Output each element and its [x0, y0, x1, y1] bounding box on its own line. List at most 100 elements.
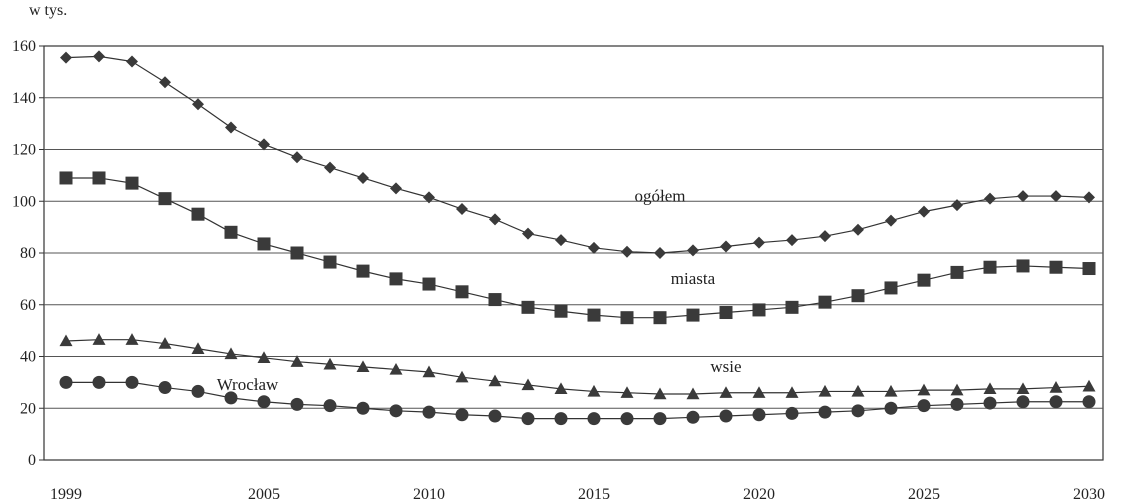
data-point-triangle — [785, 386, 799, 398]
data-point-square — [92, 171, 106, 185]
data-point-circle — [686, 410, 700, 424]
data-point-diamond — [1017, 190, 1029, 203]
data-point-square — [917, 273, 931, 287]
data-point-triangle — [422, 365, 436, 378]
data-point-diamond — [159, 76, 171, 89]
data-point-square — [257, 237, 271, 251]
data-point-square — [1049, 260, 1063, 274]
data-point-triangle — [752, 386, 766, 398]
data-point-triangle — [653, 387, 667, 400]
data-point-triangle — [1049, 381, 1063, 393]
data-point-diamond — [489, 213, 501, 226]
data-point-diamond — [192, 98, 204, 111]
data-point-square — [59, 171, 73, 185]
data-point-square — [719, 306, 733, 320]
data-point-circle — [1082, 395, 1096, 409]
data-point-diamond — [720, 240, 732, 253]
data-point-triangle — [455, 370, 469, 383]
y-tick-label: 40 — [20, 349, 36, 366]
y-tick-label: 80 — [20, 245, 36, 262]
data-point-circle — [455, 408, 469, 422]
data-point-diamond — [1050, 190, 1062, 203]
data-point-circle — [917, 399, 931, 413]
x-tick-label: 2010 — [413, 486, 445, 503]
data-point-triangle — [950, 383, 964, 396]
data-point-triangle — [983, 382, 997, 395]
data-point-square — [356, 264, 370, 278]
data-point-circle — [59, 375, 73, 389]
data-point-triangle — [389, 362, 403, 375]
y-unit-label: w tys. — [29, 2, 68, 19]
data-point-square — [191, 207, 205, 221]
data-point-diamond — [654, 247, 666, 259]
data-point-triangle — [191, 342, 205, 354]
data-point-triangle — [290, 355, 304, 367]
data-point-circle — [422, 405, 436, 419]
data-point-square — [521, 300, 535, 314]
data-point-triangle — [224, 347, 238, 360]
data-point-square — [224, 225, 238, 239]
x-tick-label: 1999 — [50, 486, 82, 503]
y-tick-label: 120 — [12, 142, 36, 159]
x-tick-label: 2020 — [743, 486, 775, 503]
data-point-triangle — [917, 383, 931, 396]
data-point-diamond — [225, 121, 237, 134]
x-tick-label: 2030 — [1073, 486, 1105, 503]
y-tick-label: 100 — [12, 193, 36, 210]
data-point-square — [752, 303, 766, 317]
data-point-circle — [719, 409, 733, 423]
data-point-circle — [818, 405, 832, 419]
data-point-triangle — [125, 333, 139, 345]
data-point-diamond — [522, 227, 534, 240]
data-point-triangle — [884, 384, 898, 397]
data-point-diamond — [126, 55, 138, 68]
data-point-diamond — [93, 50, 105, 63]
data-point-triangle — [158, 337, 172, 349]
data-point-diamond — [60, 51, 72, 64]
data-point-circle — [653, 412, 667, 426]
y-tick-label: 20 — [20, 400, 36, 417]
data-point-diamond — [555, 234, 567, 247]
data-point-square — [620, 311, 634, 325]
data-point-diamond — [456, 203, 468, 216]
data-point-circle — [554, 412, 568, 426]
data-point-square — [884, 281, 898, 295]
data-point-triangle — [719, 386, 733, 398]
data-point-triangle — [818, 384, 832, 397]
y-tick-label: 0 — [28, 452, 36, 469]
data-point-square — [290, 246, 304, 260]
data-point-circle — [1016, 395, 1030, 409]
data-point-diamond — [819, 230, 831, 243]
data-point-square — [125, 176, 139, 190]
data-point-diamond — [984, 192, 996, 205]
data-point-circle — [92, 375, 106, 389]
data-point-circle — [851, 404, 865, 418]
data-point-triangle — [521, 378, 535, 391]
data-point-square — [1082, 262, 1096, 276]
data-point-triangle — [356, 360, 370, 373]
data-point-triangle — [587, 384, 601, 397]
data-point-diamond — [687, 244, 699, 257]
data-point-triangle — [1016, 382, 1030, 395]
data-point-diamond — [621, 245, 633, 258]
data-point-diamond — [1083, 191, 1095, 204]
x-tick-label: 2025 — [908, 486, 940, 503]
data-point-square — [323, 255, 337, 269]
data-point-diamond — [423, 191, 435, 204]
data-point-diamond — [852, 223, 864, 236]
data-point-square — [851, 289, 865, 303]
data-point-diamond — [918, 205, 930, 218]
data-point-diamond — [390, 182, 402, 195]
data-point-circle — [125, 375, 139, 389]
data-point-triangle — [554, 382, 568, 395]
series-annotation: wsie — [710, 357, 741, 376]
y-tick-label: 60 — [20, 297, 36, 314]
y-tick-label: 140 — [12, 90, 36, 107]
data-point-triangle — [323, 357, 337, 370]
data-point-square — [488, 293, 502, 307]
data-point-circle — [257, 395, 271, 409]
series-line-2 — [65, 339, 1090, 395]
data-point-square — [455, 285, 469, 299]
series-annotation: ogółem — [635, 186, 686, 205]
